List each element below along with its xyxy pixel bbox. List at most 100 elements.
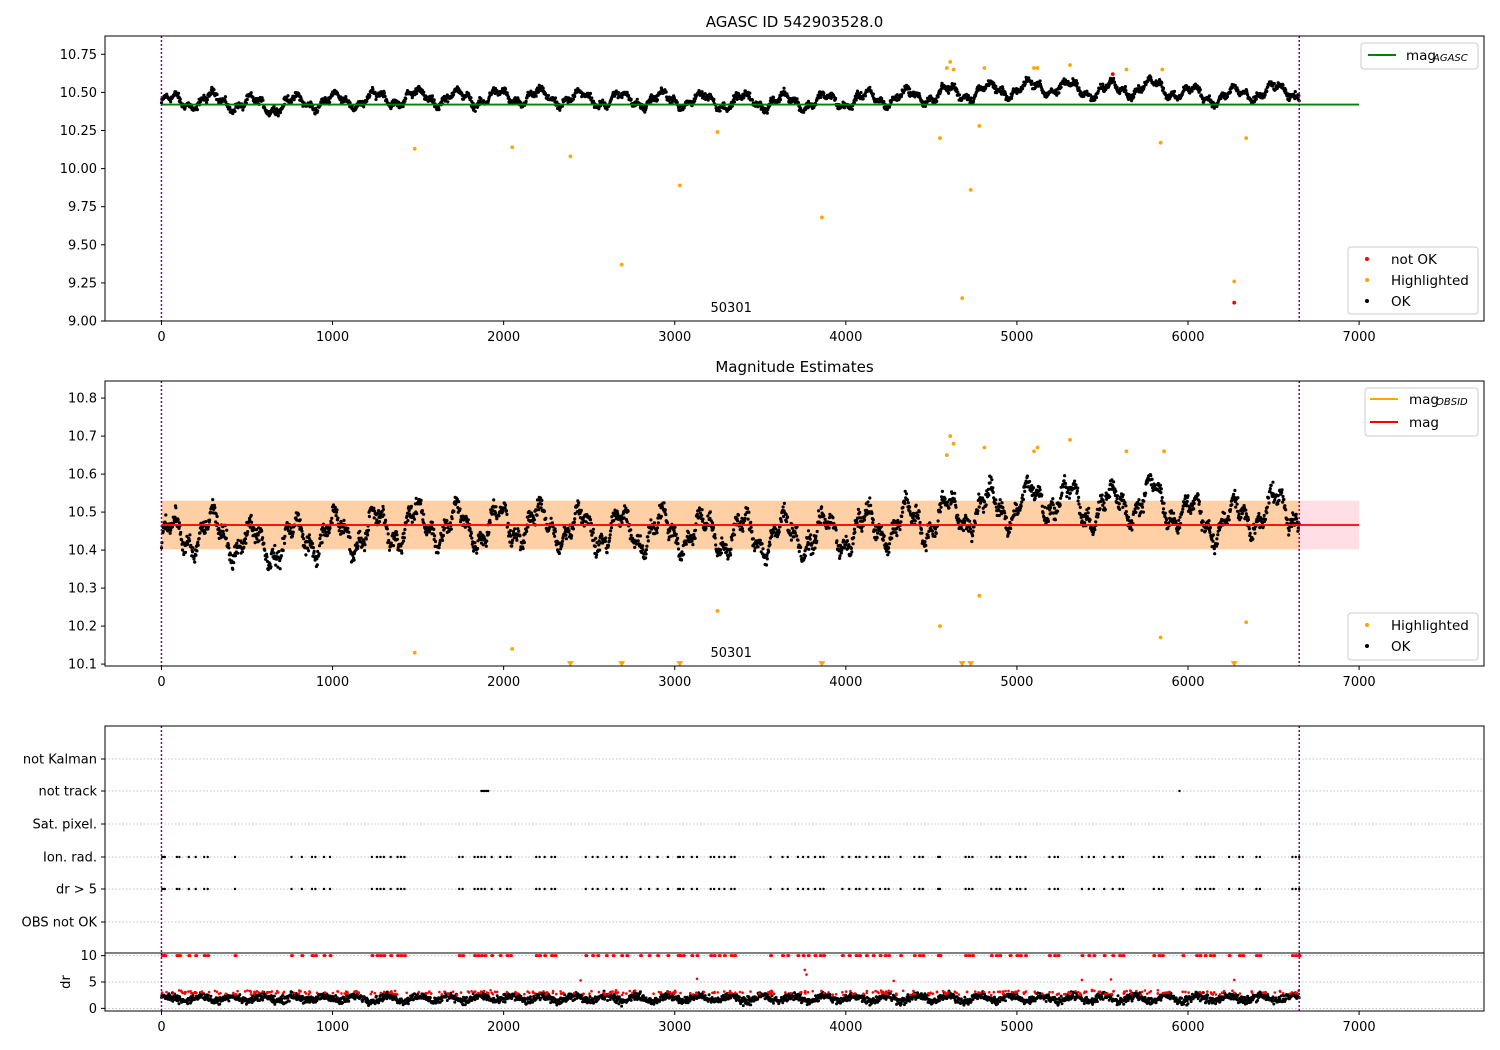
ok-point	[1284, 88, 1288, 92]
ok-point	[701, 517, 705, 521]
y-tick-label: 9.50	[68, 238, 97, 253]
ok-point	[1098, 507, 1102, 511]
ok-point	[1075, 489, 1079, 493]
ok-point	[1130, 528, 1134, 532]
ok-point	[679, 558, 684, 562]
ok-point	[855, 521, 859, 525]
legend-label: Highlighted	[1391, 273, 1469, 289]
legend-top	[1360, 42, 1479, 70]
ok-point	[711, 525, 716, 530]
ok-point	[736, 513, 741, 517]
ok-point	[950, 87, 954, 91]
ok-point	[250, 520, 254, 524]
ok-point	[573, 517, 577, 521]
ok-point	[829, 96, 833, 100]
ok-point	[682, 106, 686, 110]
ok-point	[488, 520, 492, 525]
ok-point	[1165, 518, 1169, 522]
ok-point	[1033, 496, 1037, 500]
ok-point	[205, 98, 209, 102]
ok-point	[751, 537, 755, 541]
ok-point	[245, 532, 249, 537]
ok-point	[406, 519, 410, 523]
ok-point	[638, 534, 643, 538]
ok-point	[1112, 480, 1116, 484]
ok-point	[318, 536, 322, 541]
ok-point	[177, 521, 181, 525]
ok-point	[193, 560, 197, 564]
ok-point	[441, 533, 445, 538]
ok-point	[849, 546, 854, 551]
ok-point	[564, 537, 569, 541]
ok-point	[605, 107, 609, 111]
ok-point	[803, 554, 808, 558]
ok-point	[1142, 499, 1146, 503]
highlighted-point	[678, 183, 682, 188]
ok-point	[291, 530, 295, 534]
ok-point	[409, 504, 413, 508]
ok-point	[882, 534, 886, 538]
ok-point	[1272, 81, 1276, 86]
ok-point	[1149, 75, 1153, 79]
ok-point	[317, 552, 321, 556]
ok-point	[367, 514, 371, 519]
ok-point	[235, 541, 239, 545]
ok-point	[844, 534, 848, 539]
ok-point	[1094, 520, 1098, 524]
highlighted-point	[1068, 63, 1072, 67]
ok-point	[1051, 497, 1055, 501]
ok-point	[1068, 491, 1072, 495]
ok-point	[1162, 501, 1166, 505]
ok-point	[1144, 83, 1148, 87]
ok-point	[377, 520, 382, 524]
ok-point	[852, 101, 857, 105]
ok-point	[635, 97, 639, 101]
ok-point	[405, 514, 409, 518]
ok-point	[991, 486, 995, 490]
ok-point	[961, 528, 966, 533]
ok-point	[1115, 496, 1119, 501]
ok-point	[306, 546, 310, 550]
ok-point	[718, 548, 723, 552]
ok-point	[497, 514, 501, 518]
ok-point	[956, 513, 960, 517]
ok-point	[540, 498, 544, 502]
ok-point	[736, 519, 740, 523]
ok-point	[195, 549, 199, 553]
ok-point	[278, 559, 282, 563]
ok-point	[1077, 502, 1081, 506]
legend-label: OK	[1391, 294, 1412, 310]
ok-point	[842, 106, 847, 110]
ok-point	[1025, 474, 1029, 478]
ok-point	[300, 529, 304, 533]
ok-point	[732, 528, 736, 532]
ok-point	[620, 95, 624, 100]
ok-point	[600, 534, 604, 538]
ok-point	[1001, 87, 1005, 91]
ok-point	[307, 549, 311, 553]
ok-point	[564, 533, 568, 537]
ok-point	[609, 526, 614, 530]
ok-point	[352, 558, 356, 562]
ok-point	[479, 97, 483, 101]
ok-point	[338, 525, 342, 530]
highlighted-point	[977, 124, 982, 128]
ok-point	[433, 534, 437, 538]
ok-point	[987, 493, 991, 497]
ok-point	[753, 549, 757, 553]
ok-point	[197, 537, 201, 541]
ok-point	[485, 539, 489, 543]
highlighted-point	[568, 154, 573, 159]
ok-point	[232, 561, 236, 565]
ok-point	[870, 511, 874, 515]
ok-point	[579, 508, 583, 512]
legend-marker	[1365, 299, 1369, 303]
ok-point	[718, 109, 722, 113]
ok-point	[492, 498, 496, 502]
ok-point	[448, 521, 452, 525]
ok-point	[381, 504, 385, 509]
ok-point	[953, 499, 957, 503]
highlighted-point	[1160, 67, 1165, 72]
ok-point	[652, 521, 657, 525]
ok-point	[644, 548, 649, 552]
